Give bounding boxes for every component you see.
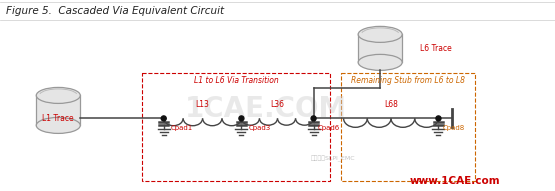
Ellipse shape [36,87,80,103]
Bar [341,73,475,181]
Circle shape [239,116,244,121]
Text: L13: L13 [195,100,210,109]
Text: L36: L36 [270,100,285,109]
Text: 微信号：SLPI_EMC: 微信号：SLPI_EMC [311,155,355,162]
Text: L1 to L6 Via Transition: L1 to L6 Via Transition [194,76,278,85]
Circle shape [311,116,316,121]
Text: Remaining Stub from L6 to L8: Remaining Stub from L6 to L8 [351,76,465,85]
Bar [36,96,80,125]
Text: www.1CAE.com: www.1CAE.com [410,176,501,186]
Ellipse shape [358,26,402,42]
Text: Cpad6: Cpad6 [317,125,340,131]
Text: L1 Trace: L1 Trace [43,114,74,123]
Circle shape [161,116,166,121]
Bar [142,73,330,181]
Ellipse shape [358,54,402,70]
Text: Cpad8: Cpad8 [442,125,465,131]
Text: Cpad1: Cpad1 [171,125,193,131]
Text: Cpad3: Cpad3 [249,125,271,131]
Ellipse shape [36,117,80,134]
Text: L6 Trace: L6 Trace [420,44,452,53]
Text: Figure 5.  Cascaded Via Equivalent Circuit: Figure 5. Cascaded Via Equivalent Circui… [6,6,224,16]
Text: 1CAE.COM: 1CAE.COM [185,95,347,123]
Text: L68: L68 [384,100,398,109]
Bar [358,34,402,62]
Circle shape [436,116,441,121]
